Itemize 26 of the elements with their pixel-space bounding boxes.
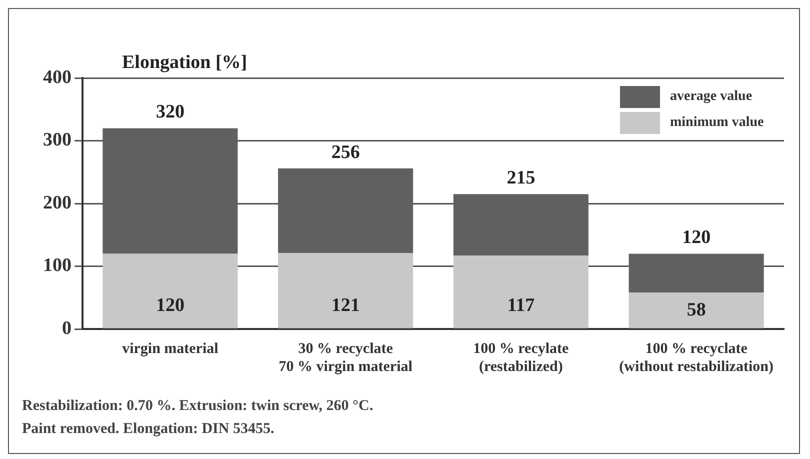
total-label: 320 <box>156 102 184 123</box>
total-label: 120 <box>682 227 711 248</box>
x-tick-label: virgin material <box>122 340 218 357</box>
total-label: 256 <box>331 142 360 163</box>
y-tick-label: 100 <box>43 255 72 276</box>
x-tick-label: 100 % recyclate (without restabilization) <box>619 340 774 375</box>
legend-label: minimum value <box>668 115 766 131</box>
y-tick-label: 200 <box>43 192 72 214</box>
data-label: 121 <box>331 295 360 316</box>
y-tick-label: 400 <box>43 66 72 88</box>
data-label: 117 <box>507 295 536 316</box>
y-tick-label: 300 <box>43 130 72 151</box>
text: Restabilization: 0.70 %. Extrusion: twin screw, 260 °C. <box>22 397 374 416</box>
total-label: 215 <box>506 167 536 188</box>
data-label: 120 <box>156 295 184 316</box>
y-axis-title: Elongation [%] <box>122 52 248 74</box>
text: Paint removed. Elongation: DIN 53455. <box>22 420 276 439</box>
bar <box>102 254 238 328</box>
y-tick-label: 0 <box>62 318 72 339</box>
x-tick-label: 100 % recylate (restabilized) <box>473 340 570 375</box>
bar <box>628 292 764 328</box>
data-label: 58 <box>686 299 706 320</box>
x-tick-label: 30 % recyclate 70 % virgin material <box>278 340 412 375</box>
bar <box>278 253 414 328</box>
bar <box>453 256 588 328</box>
legend-label: average value <box>668 89 754 105</box>
